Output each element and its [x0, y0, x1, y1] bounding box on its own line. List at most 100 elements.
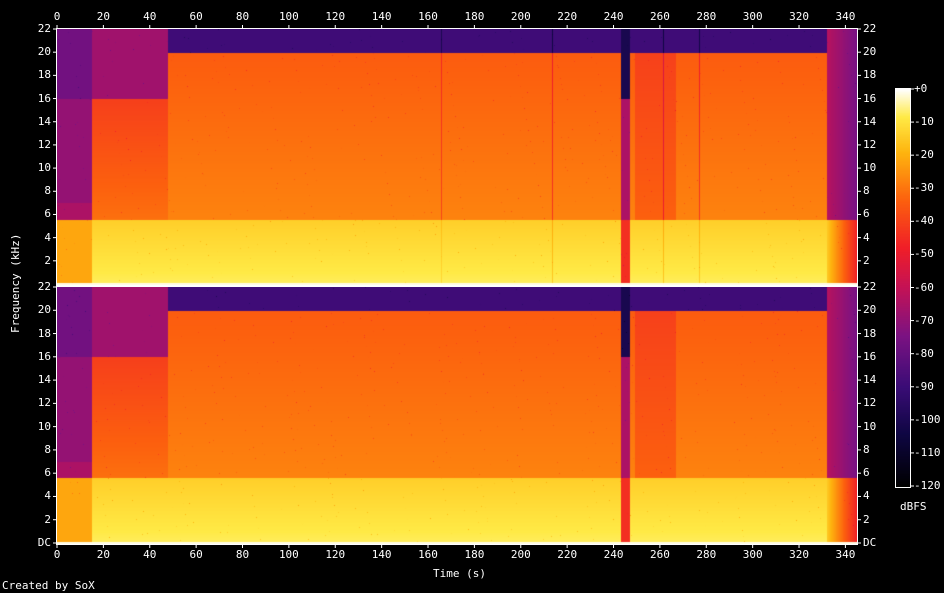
- x-tick-label-top: 20: [96, 10, 110, 23]
- y-tick-label-left: 14: [37, 373, 51, 387]
- x-tick-label-top: 240: [603, 10, 624, 23]
- y-tick-label-right: DC: [863, 536, 877, 549]
- y-tick-label-right: 2: [863, 512, 870, 526]
- x-tick-label-top: 260: [649, 10, 670, 23]
- x-tick-label-top: 320: [789, 10, 809, 23]
- y-tick-label-right: 10: [863, 419, 877, 433]
- colorbar-label: dBFS: [900, 500, 927, 513]
- x-tick-label-top: 60: [189, 10, 203, 23]
- x-tick-label-bottom: 280: [696, 548, 717, 561]
- colorbar-tick-label: +0: [914, 82, 928, 95]
- x-tick-label-top: 100: [278, 10, 299, 23]
- y-tick-label-left: 16: [37, 91, 51, 105]
- y-tick-label-left: 2: [44, 253, 51, 267]
- colorbar-tick-label: -30: [914, 181, 934, 195]
- y-tick-label-right: 4: [863, 230, 870, 244]
- x-tick-label-bottom: 340: [835, 548, 856, 561]
- x-tick-label-top: 80: [235, 10, 250, 23]
- y-tick-label-right: 22: [863, 280, 877, 293]
- x-tick-label-bottom: 120: [325, 548, 346, 561]
- y-tick-label-left: 2: [44, 512, 51, 526]
- y-tick-label-left: 10: [37, 161, 51, 175]
- y-tick-label-right: 4: [863, 489, 870, 503]
- y-tick-label-left: 4: [44, 230, 51, 244]
- y-tick-label-left: 6: [44, 466, 51, 480]
- colorbar-tick-label: -80: [914, 346, 934, 360]
- x-axis-label: Time (s): [433, 567, 486, 580]
- colorbar-tick-label: -50: [914, 247, 934, 261]
- y-tick-label-right: 14: [863, 373, 877, 387]
- y-tick-label-left: 22: [37, 280, 51, 293]
- y-tick-label-left: 20: [37, 45, 51, 59]
- y-tick-label-right: 6: [863, 466, 870, 480]
- colorbar-tick-label: -20: [914, 148, 934, 162]
- x-tick-label-bottom: 20: [96, 548, 110, 561]
- y-tick-label-left: 4: [44, 489, 51, 503]
- y-tick-label-left: DC: [37, 536, 51, 549]
- spectrogram-channel-top: [57, 29, 857, 285]
- y-tick-label-right: 20: [863, 45, 877, 59]
- y-tick-label-right: 6: [863, 207, 870, 221]
- y-tick-label-left: 22: [37, 22, 51, 35]
- x-tick-label-top: 340: [835, 10, 856, 23]
- y-tick-label-right: 22: [863, 22, 877, 35]
- x-tick-label-top: 0: [53, 10, 61, 23]
- y-tick-label-right: 18: [863, 326, 877, 340]
- y-tick-label-left: 18: [37, 68, 51, 82]
- x-tick-label-top: 40: [143, 10, 157, 23]
- colorbar-tick-label: -70: [914, 313, 934, 327]
- y-tick-label-right: 20: [863, 303, 877, 317]
- x-tick-label-bottom: 300: [742, 548, 763, 561]
- colorbar-tick-label: -110: [914, 445, 941, 459]
- colorbar-frame: [895, 88, 911, 488]
- x-tick-label-bottom: 140: [371, 548, 392, 561]
- y-tick-label-right: 12: [863, 396, 877, 410]
- y-tick-label-left: 12: [37, 137, 51, 151]
- colorbar-tick-label: -40: [914, 214, 934, 228]
- colorbar-tick-label: -100: [914, 412, 941, 426]
- y-tick-label-right: 2: [863, 253, 870, 267]
- y-tick-label-left: 14: [37, 114, 51, 128]
- x-tick-label-top: 160: [418, 10, 438, 23]
- x-tick-label-bottom: 160: [418, 548, 438, 561]
- y-tick-label-right: 18: [863, 68, 877, 82]
- y-tick-label-left: 18: [37, 326, 51, 340]
- y-tick-label-right: 16: [863, 349, 877, 363]
- colorbar: [896, 89, 910, 487]
- y-tick-label-right: 14: [863, 114, 877, 128]
- x-tick-label-bottom: 80: [235, 548, 250, 561]
- x-tick-label-top: 300: [742, 10, 763, 23]
- x-tick-label-top: 180: [464, 10, 485, 23]
- x-tick-label-bottom: 40: [143, 548, 157, 561]
- x-tick-label-bottom: 220: [557, 548, 578, 561]
- x-tick-label-top: 280: [696, 10, 717, 23]
- x-tick-label-top: 220: [557, 10, 578, 23]
- x-tick-label-bottom: 240: [603, 548, 624, 561]
- y-tick-label-right: 10: [863, 161, 877, 175]
- x-tick-label-bottom: 320: [789, 548, 809, 561]
- y-tick-label-left: 20: [37, 303, 51, 317]
- y-tick-label-left: 6: [44, 207, 51, 221]
- panel-frame-top: [56, 28, 858, 286]
- y-tick-label-left: 8: [44, 184, 51, 198]
- x-tick-label-top: 120: [325, 10, 346, 23]
- colorbar-tick-label: -60: [914, 280, 934, 294]
- y-tick-label-right: 8: [863, 442, 870, 456]
- colorbar-tick-label: -10: [914, 115, 934, 129]
- panel-frame-bottom: [56, 286, 858, 545]
- y-tick-label-right: 12: [863, 137, 877, 151]
- y-tick-label-left: 12: [37, 396, 51, 410]
- y-tick-label-left: 16: [37, 349, 51, 363]
- x-tick-label-bottom: 200: [510, 548, 531, 561]
- y-tick-label-left: 10: [37, 419, 51, 433]
- x-tick-label-top: 200: [510, 10, 531, 23]
- colorbar-tick-label: -120: [914, 479, 941, 492]
- x-tick-label-bottom: 180: [464, 548, 485, 561]
- x-tick-label-bottom: 60: [189, 548, 203, 561]
- x-tick-label-bottom: 100: [278, 548, 299, 561]
- y-tick-label-right: 16: [863, 91, 877, 105]
- y-tick-label-right: 8: [863, 184, 870, 198]
- x-tick-label-top: 140: [371, 10, 392, 23]
